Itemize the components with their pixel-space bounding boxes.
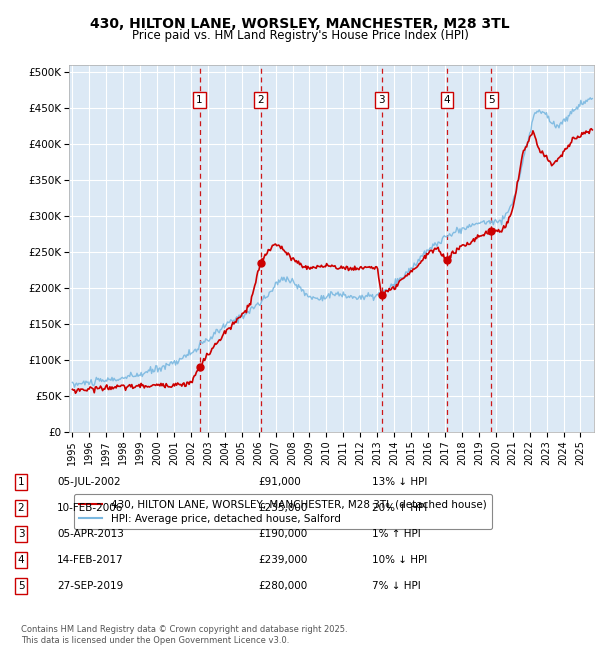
Text: 1% ↑ HPI: 1% ↑ HPI [372, 529, 421, 539]
Text: Contains HM Land Registry data © Crown copyright and database right 2025.
This d: Contains HM Land Registry data © Crown c… [21, 625, 347, 645]
Text: 430, HILTON LANE, WORSLEY, MANCHESTER, M28 3TL: 430, HILTON LANE, WORSLEY, MANCHESTER, M… [90, 17, 510, 31]
Text: 7% ↓ HPI: 7% ↓ HPI [372, 581, 421, 592]
Text: 5: 5 [17, 581, 25, 592]
Text: 1: 1 [196, 95, 203, 105]
Text: 10-FEB-2006: 10-FEB-2006 [57, 503, 124, 514]
Text: 27-SEP-2019: 27-SEP-2019 [57, 581, 123, 592]
Text: 10% ↓ HPI: 10% ↓ HPI [372, 555, 427, 566]
Text: £235,000: £235,000 [258, 503, 307, 514]
Text: 3: 3 [17, 529, 25, 539]
Text: 20% ↑ HPI: 20% ↑ HPI [372, 503, 427, 514]
Text: Price paid vs. HM Land Registry's House Price Index (HPI): Price paid vs. HM Land Registry's House … [131, 29, 469, 42]
Text: £239,000: £239,000 [258, 555, 307, 566]
Text: 4: 4 [17, 555, 25, 566]
Text: 14-FEB-2017: 14-FEB-2017 [57, 555, 124, 566]
Text: 3: 3 [379, 95, 385, 105]
Text: £91,000: £91,000 [258, 477, 301, 488]
Legend: 430, HILTON LANE, WORSLEY, MANCHESTER, M28 3TL (detached house), HPI: Average pr: 430, HILTON LANE, WORSLEY, MANCHESTER, M… [74, 495, 491, 529]
Text: 2: 2 [257, 95, 264, 105]
Text: £280,000: £280,000 [258, 581, 307, 592]
Text: 4: 4 [443, 95, 451, 105]
Text: 1: 1 [17, 477, 25, 488]
Text: 05-JUL-2002: 05-JUL-2002 [57, 477, 121, 488]
Text: £190,000: £190,000 [258, 529, 307, 539]
Text: 13% ↓ HPI: 13% ↓ HPI [372, 477, 427, 488]
Text: 05-APR-2013: 05-APR-2013 [57, 529, 124, 539]
Text: 5: 5 [488, 95, 494, 105]
Text: 2: 2 [17, 503, 25, 514]
